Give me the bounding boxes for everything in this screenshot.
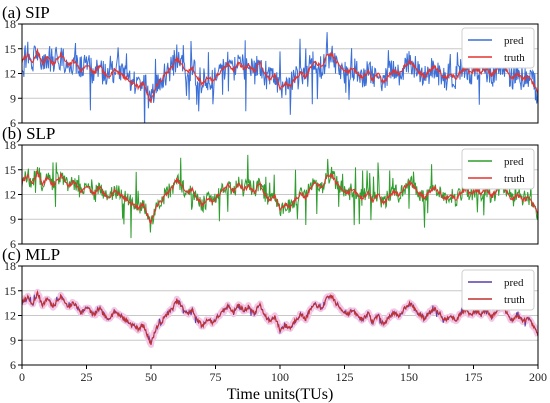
- y-tick-label: 15: [4, 284, 16, 298]
- x-tick-label: 75: [210, 370, 222, 384]
- series-line-truth: [22, 168, 538, 225]
- x-tick-label: 175: [465, 370, 483, 384]
- series-line-truth: [22, 47, 538, 104]
- y-tick-label: 18: [4, 259, 16, 273]
- y-tick-label: 15: [4, 42, 16, 56]
- series-line-truth: [22, 289, 538, 346]
- y-tick-label: 6: [10, 237, 16, 251]
- series-glow: [22, 288, 538, 348]
- legend-label-pred: pred: [504, 35, 524, 47]
- x-axis-label: Time units(TUs): [227, 386, 334, 403]
- x-tick-label: 25: [81, 370, 93, 384]
- legend-label-pred: pred: [504, 156, 524, 168]
- y-tick-label: 18: [4, 138, 16, 152]
- x-tick-label: 0: [19, 370, 25, 384]
- panel-title: (b) SLP: [2, 124, 55, 143]
- y-tick-label: 18: [4, 17, 16, 31]
- series-line-pred: [22, 154, 538, 239]
- y-tick-label: 6: [10, 358, 16, 372]
- y-tick-label: 12: [4, 188, 16, 202]
- y-tick-label: 6: [10, 116, 16, 130]
- y-tick-label: 9: [10, 333, 16, 347]
- legend-label-truth: truth: [504, 294, 525, 306]
- legend-label-truth: truth: [504, 173, 525, 185]
- y-tick-label: 15: [4, 163, 16, 177]
- y-tick-label: 12: [4, 309, 16, 323]
- chart-panel: (c) MLP 6 9 12 15 18 0 25 50 75 100 125 150 175 200 Tim…: [2, 245, 547, 403]
- x-tick-label: 100: [271, 370, 289, 384]
- y-tick-label: 9: [10, 91, 16, 105]
- legend-box: [461, 27, 535, 69]
- series-line-pred: [22, 32, 538, 123]
- axes-frame: [21, 23, 539, 124]
- legend-box: [461, 148, 535, 190]
- panel-title: (a) SIP: [2, 3, 50, 22]
- axes-frame: [21, 265, 539, 366]
- x-tick-label: 50: [145, 370, 157, 384]
- y-tick-label: 12: [4, 67, 16, 81]
- x-tick-label: 200: [529, 370, 547, 384]
- panel-title: (c) MLP: [2, 245, 60, 264]
- y-tick-label: 9: [10, 212, 16, 226]
- legend-label-pred: pred: [504, 277, 524, 289]
- legend-box: [461, 269, 535, 311]
- x-tick-label: 125: [336, 370, 354, 384]
- legend-label-truth: truth: [504, 52, 525, 64]
- axes-frame: [21, 144, 539, 245]
- x-tick-label: 150: [400, 370, 418, 384]
- chart-panel: (a) SIP 6 9 12 15 18 pred truth: [2, 3, 539, 130]
- chart-panel: (b) SLP 6 9 12 15 18 pred truth: [2, 124, 539, 251]
